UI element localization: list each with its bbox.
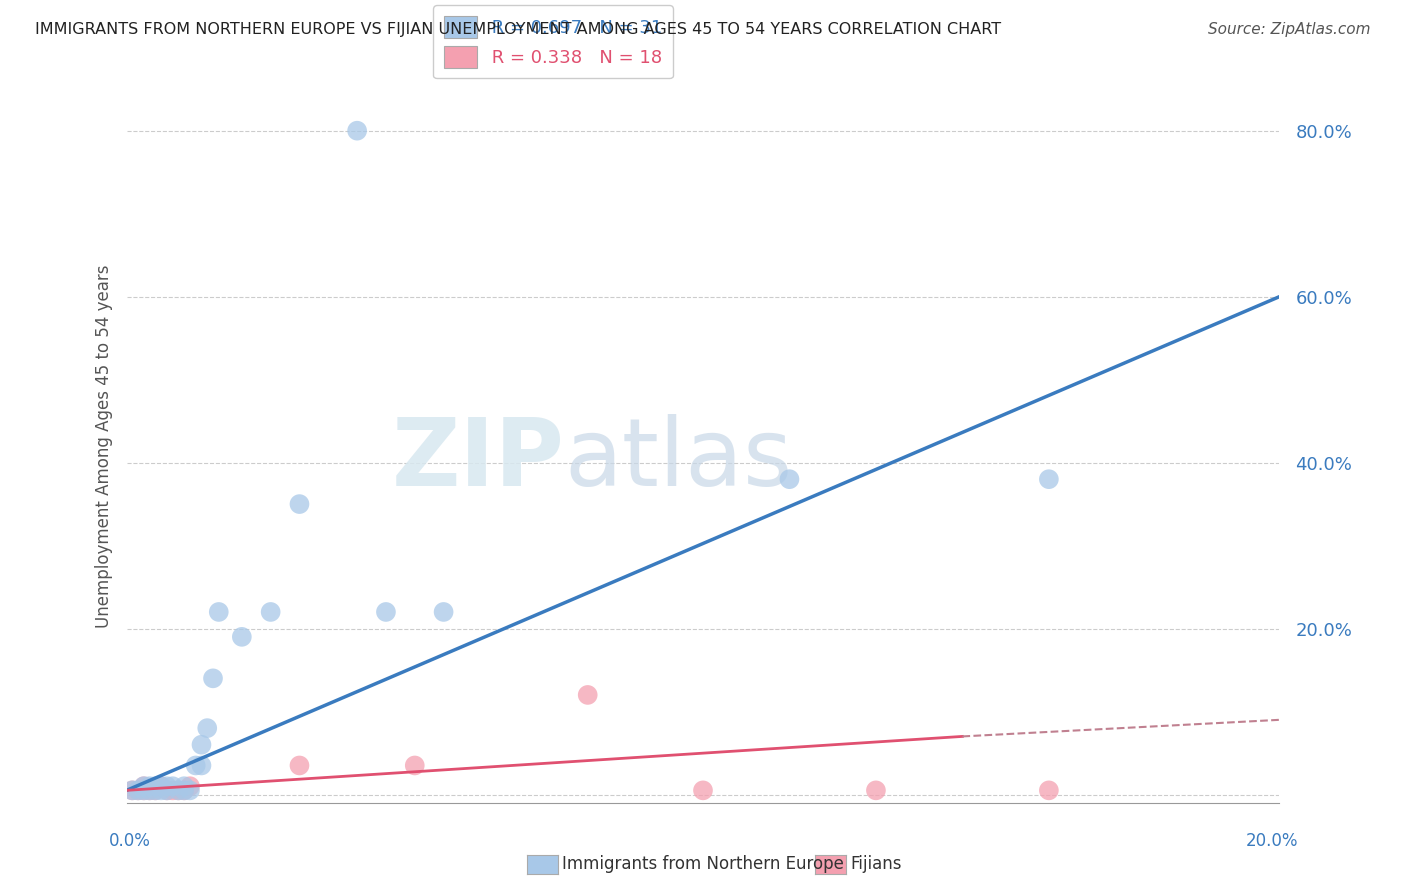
Point (156, 779, 179, 793)
Point (145, 783, 166, 797)
Point (173, 783, 195, 797)
Point (132, 783, 155, 797)
Point (162, 783, 184, 797)
Point (162, 779, 184, 793)
Point (167, 783, 190, 797)
Text: Immigrants from Northern Europe: Immigrants from Northern Europe (562, 855, 844, 873)
Point (121, 783, 143, 797)
Point (865, 783, 887, 797)
Point (145, 783, 166, 797)
Point (259, 605, 281, 619)
Point (132, 779, 155, 793)
Point (132, 783, 155, 797)
Point (231, 630, 253, 644)
Point (190, 758, 212, 772)
Text: Fijians: Fijians (851, 855, 903, 873)
Text: IMMIGRANTS FROM NORTHERN EUROPE VS FIJIAN UNEMPLOYMENT AMONG AGES 45 TO 54 YEARS: IMMIGRANTS FROM NORTHERN EUROPE VS FIJIA… (35, 22, 1001, 37)
Point (202, 671, 225, 685)
Point (404, 758, 426, 772)
Point (150, 779, 173, 793)
Point (288, 758, 311, 772)
Text: atlas: atlas (565, 414, 793, 507)
Point (173, 779, 195, 793)
Point (138, 783, 160, 797)
Point (374, 605, 398, 619)
Point (195, 721, 218, 735)
Legend:  R = 0.697   N = 31,  R = 0.338   N = 18: R = 0.697 N = 31, R = 0.338 N = 18 (433, 5, 673, 78)
Point (132, 779, 155, 793)
Point (1038, 472, 1060, 486)
Point (138, 783, 160, 797)
Point (145, 779, 166, 793)
Point (1038, 783, 1060, 797)
Point (150, 783, 173, 797)
Text: 20.0%: 20.0% (1246, 831, 1299, 849)
Point (208, 605, 231, 619)
Point (288, 497, 311, 511)
Y-axis label: Unemployment Among Ages 45 to 54 years: Unemployment Among Ages 45 to 54 years (94, 264, 112, 628)
Point (173, 783, 195, 797)
Point (127, 783, 149, 797)
Point (779, 472, 801, 486)
Point (190, 738, 212, 752)
Point (179, 783, 201, 797)
Point (127, 783, 149, 797)
Point (576, 688, 599, 702)
Point (184, 758, 207, 772)
Point (156, 783, 179, 797)
Point (156, 783, 179, 797)
Text: ZIP: ZIP (392, 414, 565, 507)
Text: Source: ZipAtlas.com: Source: ZipAtlas.com (1208, 22, 1371, 37)
Point (692, 783, 714, 797)
Point (150, 779, 173, 793)
Point (433, 605, 456, 619)
Point (138, 779, 160, 793)
Point (179, 779, 201, 793)
Point (346, 124, 368, 138)
Text: 0.0%: 0.0% (108, 831, 150, 849)
Point (121, 783, 143, 797)
Point (167, 783, 190, 797)
